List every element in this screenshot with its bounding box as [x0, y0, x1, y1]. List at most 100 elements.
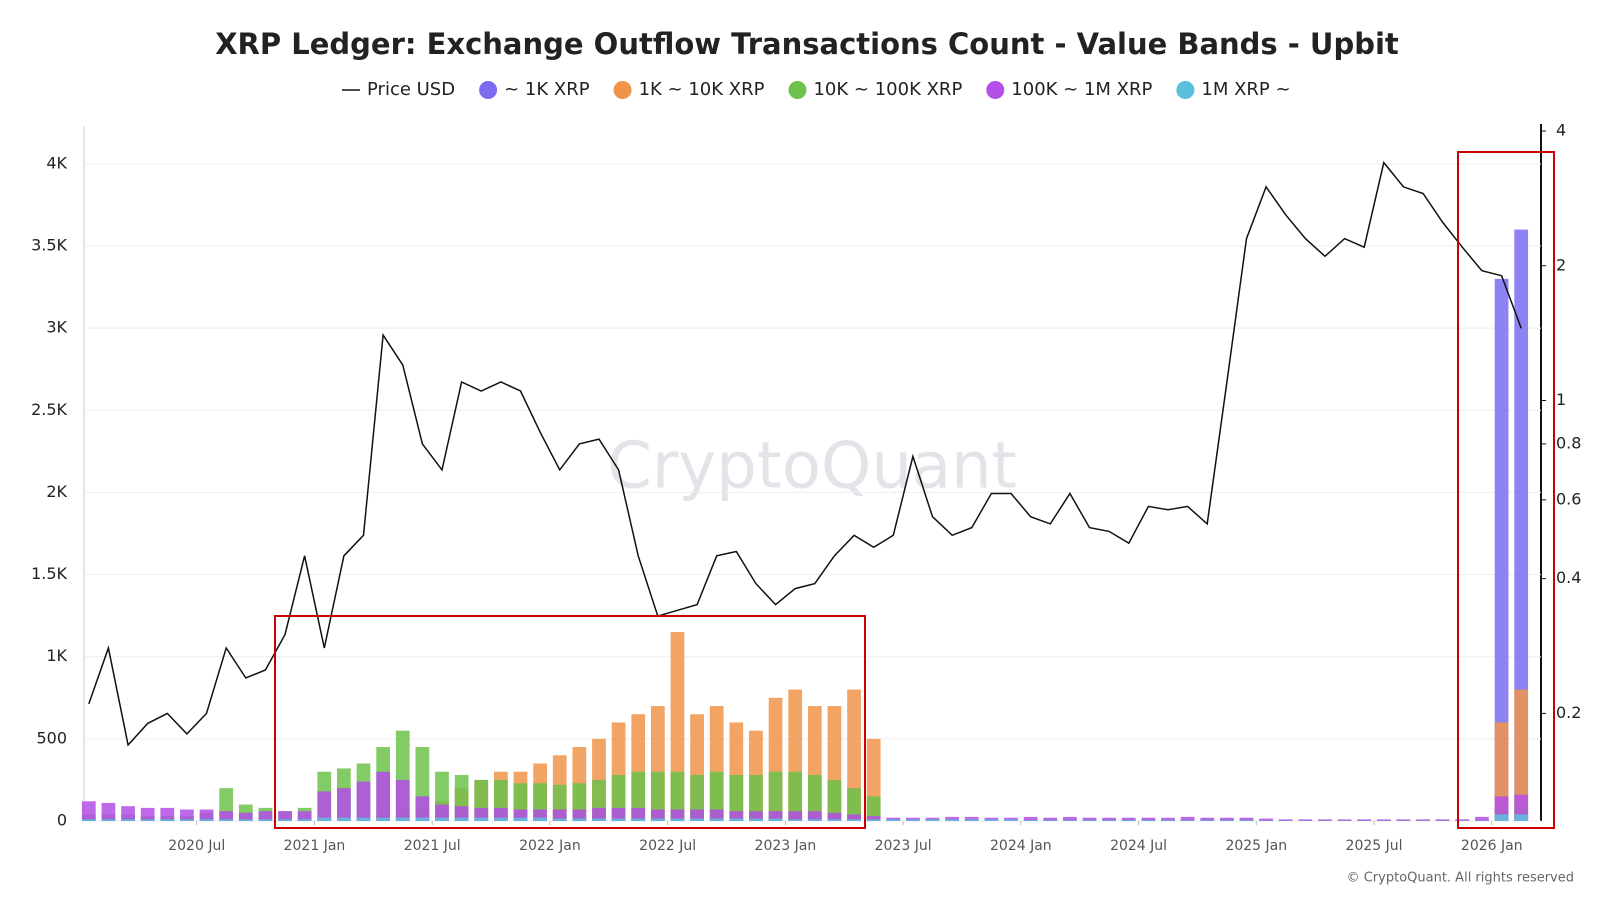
- bar: [121, 819, 135, 821]
- bar: [356, 817, 371, 821]
- bar: [81, 801, 96, 821]
- bar: [199, 819, 214, 821]
- bar: [807, 811, 822, 821]
- bar: [650, 818, 665, 821]
- x-tick-label: 2022 Jan: [519, 838, 581, 854]
- bar: [1514, 229, 1529, 822]
- bar: [474, 817, 489, 821]
- bar: [964, 819, 979, 821]
- bar: [1455, 819, 1470, 821]
- x-tick-label: 2025 Jan: [1225, 838, 1287, 854]
- bar: [140, 807, 155, 821]
- bar: [984, 819, 999, 821]
- bar: [906, 819, 920, 821]
- bar: [1416, 819, 1430, 821]
- bar: [1475, 816, 1489, 821]
- bar: [435, 804, 449, 821]
- bar: [415, 796, 430, 821]
- bar: [729, 818, 744, 821]
- bar: [513, 809, 528, 821]
- bar: [592, 807, 606, 821]
- bar: [866, 819, 881, 821]
- bar: [611, 818, 626, 821]
- bar: [807, 775, 822, 821]
- bar: [1082, 817, 1097, 821]
- bar: [572, 818, 587, 821]
- bar: [1121, 820, 1136, 821]
- bar: [749, 818, 763, 821]
- y2-tick-label: 0.8: [1556, 433, 1581, 452]
- bar: [258, 819, 273, 821]
- legend-swatch: [788, 81, 807, 99]
- bar: [1023, 820, 1038, 821]
- bar: [1161, 820, 1175, 821]
- bar: [219, 811, 234, 821]
- bar: [611, 807, 626, 821]
- bar: [160, 807, 175, 821]
- bar: [121, 806, 135, 821]
- bar: [1278, 819, 1293, 821]
- highlight-box: [274, 615, 866, 829]
- bar: [1063, 816, 1077, 821]
- bar: [552, 818, 567, 821]
- bar: [552, 809, 567, 821]
- bar: [1102, 817, 1117, 821]
- bar: [493, 817, 508, 821]
- bar: [533, 817, 547, 821]
- bar: [1121, 817, 1136, 821]
- bar: [1337, 819, 1352, 821]
- bar: [847, 689, 861, 821]
- chart-title: XRP Ledger: Exchange Outflow Transaction…: [215, 27, 1399, 61]
- bar: [1494, 814, 1509, 821]
- bar: [317, 817, 332, 821]
- y-tick-label: 1.5K: [31, 564, 67, 583]
- bar: [376, 771, 391, 821]
- bar: [847, 788, 861, 821]
- bar: [81, 819, 96, 821]
- bar: [572, 809, 587, 821]
- y2-tick-label: 0.4: [1556, 568, 1581, 587]
- bar: [729, 811, 744, 821]
- bar: [160, 819, 175, 821]
- bar: [278, 811, 292, 821]
- y-tick-label: 3K: [46, 318, 67, 337]
- bar: [356, 781, 371, 821]
- y2-tick-label: 4: [1556, 121, 1566, 140]
- bar: [749, 811, 763, 821]
- bar: [238, 819, 253, 821]
- legend-label: 100K ~ 1M XRP: [1011, 79, 1152, 100]
- bar: [1514, 689, 1529, 821]
- y2-tick-label: 0.2: [1556, 703, 1581, 722]
- bar: [415, 817, 430, 821]
- bar: [768, 811, 783, 821]
- y-tick-label: 4K: [46, 153, 67, 172]
- x-tick-label: 2020 Jul: [168, 838, 225, 854]
- y2-tick-label: 0.6: [1556, 489, 1581, 508]
- legend: Price USD ~ 1K XRP 1K ~ 10K XRP 10K ~ 100K …: [342, 79, 1291, 100]
- bar: [1219, 820, 1234, 821]
- bar: [1219, 817, 1234, 821]
- bar: [709, 771, 724, 821]
- bar: [670, 818, 685, 821]
- bar: [1200, 817, 1215, 821]
- bar: [1141, 820, 1156, 821]
- legend-swatch: [613, 81, 632, 99]
- bar: [180, 819, 194, 821]
- bar: [1357, 819, 1372, 821]
- bar: [1435, 819, 1450, 821]
- bar: [454, 817, 469, 821]
- x-tick-label: 2023 Jul: [875, 838, 932, 854]
- bar: [435, 817, 449, 821]
- bar: [1396, 819, 1411, 821]
- legend-label: 1M XRP ~: [1201, 79, 1290, 100]
- bar: [395, 779, 410, 821]
- bar: [1239, 817, 1254, 821]
- bar: [1376, 819, 1391, 821]
- bar: [788, 771, 803, 821]
- bar: [1023, 816, 1038, 821]
- bar: [101, 802, 116, 821]
- bar: [768, 818, 783, 821]
- legend-swatch: [1176, 81, 1195, 99]
- copyright: © CryptoQuant. All rights reserved: [1347, 871, 1574, 886]
